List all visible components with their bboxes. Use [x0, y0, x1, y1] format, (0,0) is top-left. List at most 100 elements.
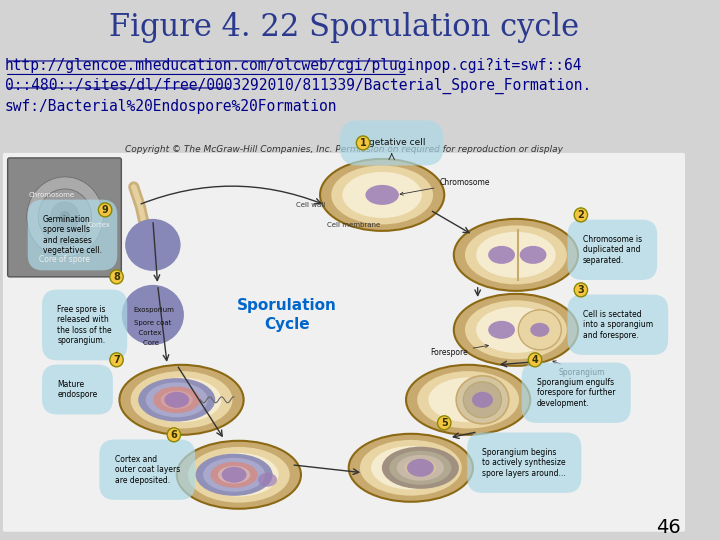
Circle shape	[27, 177, 103, 257]
Ellipse shape	[143, 306, 162, 324]
Circle shape	[528, 353, 541, 367]
Circle shape	[574, 283, 588, 297]
Ellipse shape	[390, 451, 451, 485]
Circle shape	[59, 211, 71, 223]
Ellipse shape	[203, 458, 265, 492]
Ellipse shape	[130, 371, 233, 429]
FancyBboxPatch shape	[8, 158, 122, 277]
Circle shape	[110, 270, 123, 284]
Circle shape	[38, 189, 91, 245]
Text: Chromosome: Chromosome	[400, 178, 490, 195]
Circle shape	[167, 428, 181, 442]
Ellipse shape	[397, 455, 444, 481]
Ellipse shape	[371, 446, 451, 490]
Text: Sporangium engulfs
forespore for further
development.: Sporangium engulfs forespore for further…	[537, 378, 616, 408]
Ellipse shape	[218, 466, 251, 484]
Text: Cortex: Cortex	[134, 330, 161, 336]
Circle shape	[99, 203, 112, 217]
Text: Exosporium: Exosporium	[134, 307, 175, 313]
Ellipse shape	[122, 285, 184, 345]
Ellipse shape	[488, 321, 515, 339]
Circle shape	[574, 208, 588, 222]
Text: 7: 7	[113, 355, 120, 365]
Ellipse shape	[360, 440, 462, 496]
Ellipse shape	[199, 453, 279, 496]
Ellipse shape	[138, 301, 167, 329]
Text: 5: 5	[441, 418, 448, 428]
Ellipse shape	[366, 185, 399, 205]
Text: Core of spore: Core of spore	[40, 255, 91, 265]
Ellipse shape	[465, 225, 567, 285]
Ellipse shape	[476, 232, 556, 278]
Text: Free spore is
released with
the loss of the
sporangium.: Free spore is released with the loss of …	[58, 305, 112, 345]
Circle shape	[438, 416, 451, 430]
Text: Forespore: Forespore	[430, 345, 488, 357]
Text: Germination
spore swells
and releases
vegetative cell.: Germination spore swells and releases ve…	[43, 215, 102, 255]
Ellipse shape	[133, 296, 173, 334]
Ellipse shape	[222, 467, 246, 483]
Text: Figure 4. 22 Sporulation cycle: Figure 4. 22 Sporulation cycle	[109, 12, 579, 44]
Ellipse shape	[472, 392, 493, 408]
Ellipse shape	[518, 310, 562, 350]
Ellipse shape	[428, 377, 508, 422]
Text: Sporulation
Cycle: Sporulation Cycle	[237, 298, 336, 332]
Text: Copyright © The McGraw-Hill Companies, Inc. Permission on required for reproduct: Copyright © The McGraw-Hill Companies, I…	[125, 145, 563, 154]
Ellipse shape	[136, 230, 169, 260]
Ellipse shape	[404, 459, 436, 477]
Text: 3: 3	[577, 285, 584, 295]
Ellipse shape	[164, 392, 189, 408]
Ellipse shape	[210, 462, 258, 488]
Text: 46: 46	[657, 518, 681, 537]
Text: Cortex: Cortex	[88, 222, 111, 228]
Ellipse shape	[153, 387, 200, 413]
Text: 9: 9	[102, 205, 109, 215]
Circle shape	[356, 136, 370, 150]
Ellipse shape	[331, 165, 433, 225]
Ellipse shape	[161, 391, 193, 409]
Ellipse shape	[454, 294, 578, 366]
Ellipse shape	[406, 365, 530, 435]
Text: Chromosome: Chromosome	[29, 192, 75, 198]
Ellipse shape	[343, 172, 422, 218]
Text: Mature
endospore: Mature endospore	[58, 380, 98, 399]
Text: Chromosome is
duplicated and
separated.: Chromosome is duplicated and separated.	[582, 235, 642, 265]
Ellipse shape	[176, 441, 301, 509]
Ellipse shape	[258, 473, 277, 487]
Ellipse shape	[520, 246, 546, 264]
FancyBboxPatch shape	[3, 153, 685, 532]
Text: 1: 1	[360, 138, 366, 148]
Ellipse shape	[141, 234, 164, 256]
Ellipse shape	[407, 459, 433, 477]
Text: Cell wall: Cell wall	[296, 202, 325, 208]
Text: http://glencoe.mheducation.com/olcweb/cgi/pluginpop.cgi?it=swf::64
0::480::/site: http://glencoe.mheducation.com/olcweb/cg…	[5, 58, 591, 114]
Text: Cell is sectated
into a sporangium
and forespore.: Cell is sectated into a sporangium and f…	[582, 310, 653, 340]
Text: 6: 6	[171, 430, 177, 440]
Ellipse shape	[454, 219, 578, 291]
Text: Vegetative cell: Vegetative cell	[358, 138, 426, 147]
Ellipse shape	[138, 378, 215, 422]
Text: Cell membrane: Cell membrane	[327, 222, 380, 228]
Ellipse shape	[131, 224, 175, 266]
Ellipse shape	[196, 454, 273, 496]
Ellipse shape	[530, 323, 549, 337]
Text: Cortex and
outer coat layers
are deposited.: Cortex and outer coat layers are deposit…	[114, 455, 180, 484]
Ellipse shape	[456, 376, 509, 424]
Ellipse shape	[125, 219, 181, 271]
Ellipse shape	[465, 300, 567, 359]
Ellipse shape	[145, 382, 208, 417]
Text: Core: Core	[134, 340, 158, 346]
Ellipse shape	[476, 307, 556, 353]
Ellipse shape	[145, 238, 161, 252]
Ellipse shape	[120, 365, 243, 435]
Text: Spore coat: Spore coat	[134, 320, 171, 326]
Ellipse shape	[382, 447, 459, 489]
Text: Sporangium begins
to actively synthesize
spore layers around...: Sporangium begins to actively synthesize…	[482, 448, 566, 477]
Text: Sporangium: Sporangium	[553, 361, 606, 377]
Circle shape	[110, 353, 123, 367]
Ellipse shape	[127, 291, 179, 340]
Ellipse shape	[142, 377, 221, 422]
Text: 8: 8	[113, 272, 120, 282]
Ellipse shape	[348, 434, 473, 502]
Text: 4: 4	[531, 355, 539, 365]
Ellipse shape	[188, 447, 289, 503]
